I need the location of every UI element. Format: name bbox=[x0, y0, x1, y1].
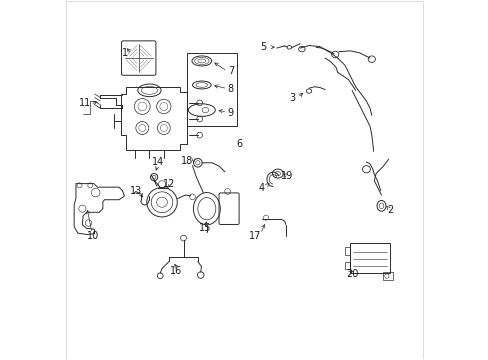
Text: 10: 10 bbox=[87, 231, 99, 240]
Text: 20: 20 bbox=[345, 269, 358, 279]
Text: 8: 8 bbox=[227, 84, 233, 94]
Bar bbox=[187, 53, 236, 126]
Text: 11: 11 bbox=[79, 98, 91, 108]
Bar bbox=[382, 272, 392, 280]
Text: 13: 13 bbox=[130, 186, 142, 197]
Text: 4: 4 bbox=[258, 183, 264, 193]
Text: 12: 12 bbox=[163, 179, 175, 189]
Text: 16: 16 bbox=[170, 266, 182, 276]
Text: 7: 7 bbox=[227, 66, 234, 76]
Bar bbox=[344, 247, 349, 255]
Bar bbox=[344, 262, 349, 269]
Text: 19: 19 bbox=[281, 171, 293, 181]
Text: 6: 6 bbox=[236, 139, 242, 149]
Text: 18: 18 bbox=[181, 156, 193, 166]
Bar bbox=[349, 243, 389, 273]
Text: 14: 14 bbox=[151, 157, 163, 167]
Text: 5: 5 bbox=[260, 42, 266, 52]
Text: 1: 1 bbox=[122, 48, 128, 58]
Text: 3: 3 bbox=[288, 93, 295, 103]
Text: 2: 2 bbox=[387, 206, 393, 216]
Text: 15: 15 bbox=[199, 224, 211, 233]
Text: 9: 9 bbox=[227, 108, 233, 118]
Text: 17: 17 bbox=[248, 231, 261, 240]
